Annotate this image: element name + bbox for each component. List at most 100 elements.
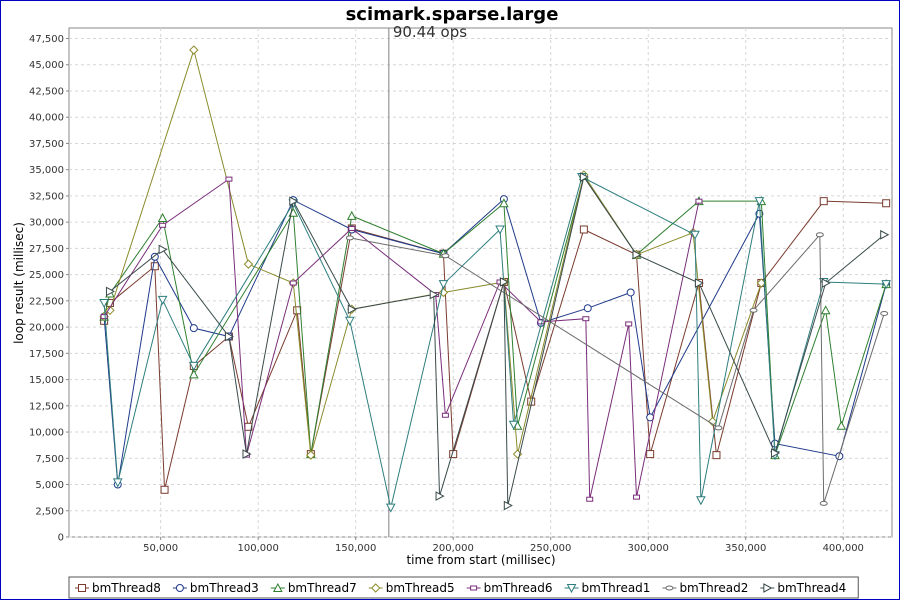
x-tick-label: 150,000 [335,543,376,554]
y-tick-label: 30,000 [29,218,64,229]
data-point [189,324,198,333]
legend: bmThread8 bmThread3 bmThread7 bmThread5 bmTh… [68,576,859,599]
data-point [626,288,635,297]
y-tick-label: 37,500 [29,139,64,150]
x-tick-label: 350,000 [725,543,766,554]
legend-swatch-marker [763,583,773,593]
legend-label: bmThread8 [92,581,161,595]
legend-swatch-marker [470,585,478,591]
data-point [579,172,589,182]
data-point [754,197,765,207]
data-point [508,420,519,430]
x-tick-label: 300,000 [628,543,669,554]
data-point [348,225,356,231]
y-tick-label: 32,500 [29,191,64,202]
y-tick-label: 35,000 [29,165,64,176]
data-point [880,310,889,316]
legend-swatch-marker [371,583,381,593]
data-point [188,361,199,371]
data-point [105,286,116,297]
data-point [438,280,449,290]
y-tick-label: 15,000 [29,375,64,386]
y-tick-label: 40,000 [29,113,64,124]
legend-item-bmThread7: bmThread7 [270,581,357,595]
x-tick-label: 250,000 [530,543,571,554]
data-point [586,496,594,502]
y-tick-label: 42,500 [29,86,64,97]
data-point [435,491,445,501]
x-tick-label: 100,000 [237,543,278,554]
data-point [289,196,299,206]
legend-box [68,576,859,599]
legend-label: bmThread5 [386,581,455,595]
chart-title: scimark.sparse.large [346,4,559,25]
data-point [158,244,168,255]
data-point [625,321,633,327]
data-point [225,176,233,182]
x-tick-label: 200,000 [433,543,474,554]
data-point [707,416,718,427]
data-point [819,197,828,206]
data-point [347,304,357,315]
data-point [157,295,168,305]
data-point [835,452,844,461]
legend-item-bmThread2: bmThread2 [662,581,748,595]
data-point [836,420,847,430]
y-tick-label: 2,500 [35,506,64,517]
legend-label: bmThread7 [288,581,357,595]
data-point [499,277,509,287]
x-axis-label: time from start (millisec) [406,553,555,567]
data-point [441,253,450,259]
data-point [646,450,655,459]
annotation-label: 90.44 ops [393,23,467,41]
legend-label: bmThread2 [679,581,748,595]
data-point [441,412,449,418]
data-point [293,306,302,315]
legend-label: bmThread4 [777,581,846,595]
data-point [582,316,590,322]
data-point [243,259,254,269]
legend-item-bmThread4: bmThread4 [760,581,846,595]
legend-swatch-marker [175,584,184,592]
series-line [103,200,887,490]
data-point [100,314,108,320]
data-point [289,280,297,286]
data-point [882,199,891,208]
data-point [815,232,824,238]
x-axis: 50,000 100,000 150,000 200,000 250,000 300,00… [143,537,864,554]
data-point [157,212,168,222]
data-point [579,225,588,234]
data-point [633,494,641,500]
data-point [224,331,234,342]
data-point [429,289,439,300]
data-point [112,478,123,488]
series-group [99,45,891,513]
legend-label: bmThread3 [190,581,259,595]
data-point [583,304,592,313]
legend-swatch-marker [566,584,577,594]
data-point [345,235,354,241]
legend-item-bmThread6: bmThread6 [466,581,553,595]
legend-swatch-marker [272,582,283,592]
data-point [632,249,642,260]
data-point [495,225,505,235]
legend-item-bmThread8: bmThread8 [75,581,161,595]
y-tick-label: 27,500 [29,244,64,255]
y-axis: 0 2,500 5,000 7,500 10,000 12,500 15,000 17,500… [29,34,69,544]
legend-label: bmThread1 [582,581,651,595]
data-point [694,278,704,288]
data-point [105,305,115,316]
data-point [150,252,159,261]
data-point [385,503,396,513]
x-tick-label: 400,000 [823,543,864,554]
y-tick-label: 12,500 [29,401,64,412]
data-point [749,307,758,313]
data-point [189,45,199,55]
legend-swatch-marker [665,585,674,591]
data-point [821,278,831,288]
data-point [712,451,721,460]
series-line [103,174,887,456]
plot-area [68,27,893,538]
